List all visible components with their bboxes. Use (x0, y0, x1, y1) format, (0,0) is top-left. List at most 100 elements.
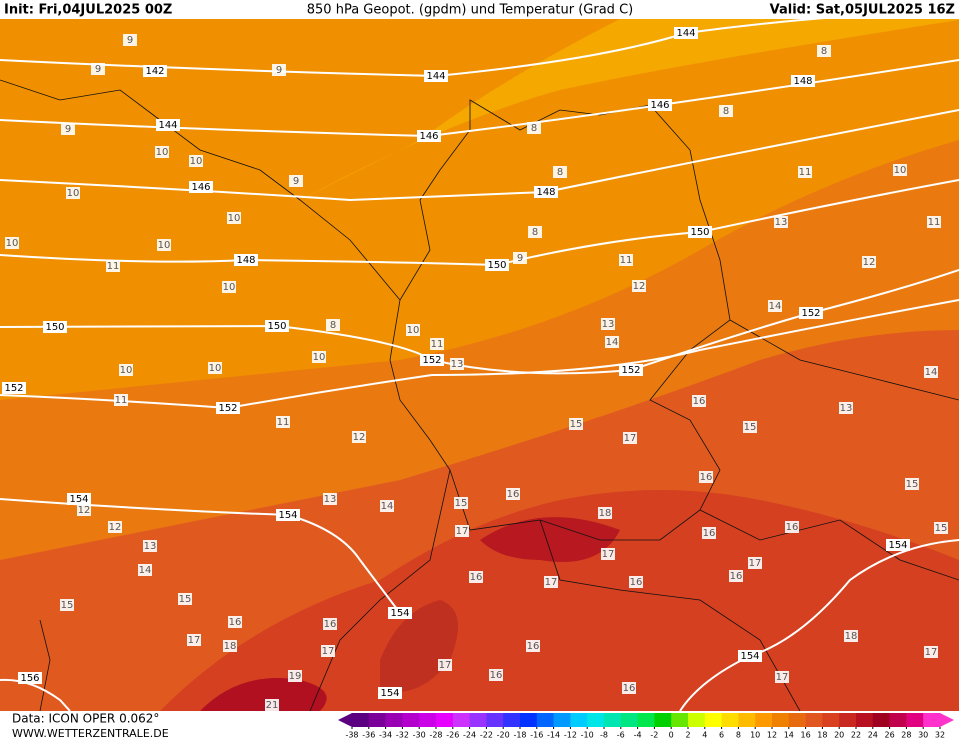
scale-swatch (738, 713, 756, 727)
isohypse-label: 142 (145, 66, 164, 77)
isotherm-label: 16 (693, 396, 706, 407)
scale-swatch (704, 713, 723, 727)
scale-label: -14 (547, 731, 560, 740)
label-box (66, 187, 80, 199)
scale-swatch (587, 713, 605, 727)
label-box (406, 324, 420, 336)
scale-label: -8 (600, 731, 608, 740)
label-box (569, 418, 583, 430)
zone-20-22 (200, 678, 327, 711)
label-box (799, 307, 823, 319)
scale-label: 22 (851, 731, 861, 740)
isotherm-label: 16 (229, 617, 242, 628)
label-box (228, 616, 242, 628)
scale-swatch (503, 713, 521, 727)
label-box (222, 281, 236, 293)
label-box (138, 564, 152, 576)
label-box (844, 630, 858, 642)
label-box (489, 669, 503, 681)
label-box (276, 416, 290, 428)
label-box (544, 576, 558, 588)
label-box (380, 500, 394, 512)
label-box (692, 395, 706, 407)
isohypse-label: 154 (740, 651, 759, 662)
isotherm-label: 15 (455, 498, 468, 509)
scale-swatch (452, 713, 471, 727)
isohypse-label: 146 (650, 100, 669, 111)
scale-swatch (805, 713, 823, 727)
label-box (123, 34, 137, 46)
zone-cool (300, 19, 959, 200)
isotherm-label: 21 (266, 700, 279, 711)
scale-swatch (419, 713, 437, 727)
isohypse-label: 152 (801, 308, 820, 319)
isotherm-label: 11 (928, 217, 941, 228)
isohypse-label: 156 (20, 673, 39, 684)
label-box (227, 212, 241, 224)
scale-label: -22 (480, 731, 493, 740)
isotherm-label: 13 (840, 403, 853, 414)
scale-label: 12 (767, 731, 777, 740)
label-box (485, 259, 509, 271)
isotherm-label: 12 (633, 281, 646, 292)
isotherm-label: 14 (925, 367, 938, 378)
label-box (2, 382, 26, 394)
color-scale: -38 -36 -34 -32 -30 -28 -26 -24 -22 -20 -18 -16 -14-… (338, 713, 954, 740)
scale-swatch (402, 713, 420, 727)
label-box (455, 525, 469, 537)
scale-swatch (872, 713, 891, 727)
scale-swatch (436, 713, 454, 727)
label-box (839, 402, 853, 414)
label-box (265, 320, 289, 332)
scale-swatch (788, 713, 807, 727)
label-box (924, 646, 938, 658)
isohypse-label: 148 (536, 187, 555, 198)
scale-swatch (772, 713, 790, 727)
label-box (216, 402, 240, 414)
scale-label: -38 (345, 731, 358, 740)
scale-label: -2 (650, 731, 658, 740)
isotherm-label: 10 (313, 352, 326, 363)
isotherm-label: 17 (322, 646, 335, 657)
isotherm-label: 9 (65, 124, 71, 135)
scale-swatch (469, 713, 487, 727)
scale-swatch (923, 713, 941, 727)
isotherm-label: 14 (769, 301, 782, 312)
scale-label: 20 (834, 731, 844, 740)
scale-swatch (654, 713, 672, 727)
label-box (18, 672, 42, 684)
label-box (527, 122, 541, 134)
isotherm-label: 15 (744, 422, 757, 433)
scale-swatch (856, 713, 874, 727)
label-box (768, 300, 782, 312)
label-box (729, 570, 743, 582)
isohypse-label: 152 (621, 365, 640, 376)
isotherm-label: 10 (158, 240, 171, 251)
init-time: Init: Fri,04JUL2025 00Z (4, 3, 172, 18)
isotherm-label: 10 (209, 363, 222, 374)
isotherm-label: 13 (144, 541, 157, 552)
isotherm-label: 9 (276, 65, 282, 76)
label-box (454, 497, 468, 509)
isotherm-label: 16 (490, 670, 503, 681)
label-box (189, 181, 213, 193)
label-box (785, 521, 799, 533)
isohypse-label: 146 (419, 131, 438, 142)
isotherm-label: 17 (776, 672, 789, 683)
label-box (632, 280, 646, 292)
label-box (108, 521, 122, 533)
scale-swatch (906, 713, 924, 727)
isohypse-label: 144 (426, 71, 445, 82)
label-box (450, 358, 464, 370)
label-box (702, 527, 716, 539)
isotherm-label: 18 (845, 631, 858, 642)
isohypse-label: 144 (676, 28, 695, 39)
label-box (623, 432, 637, 444)
isotherm-label: 16 (470, 572, 483, 583)
isotherm-label: 8 (821, 46, 827, 57)
zone-18-20 (480, 517, 620, 562)
isotherm-label: 15 (570, 419, 583, 430)
label-box (629, 576, 643, 588)
label-box (743, 421, 757, 433)
isohypse-label: 154 (888, 540, 907, 551)
